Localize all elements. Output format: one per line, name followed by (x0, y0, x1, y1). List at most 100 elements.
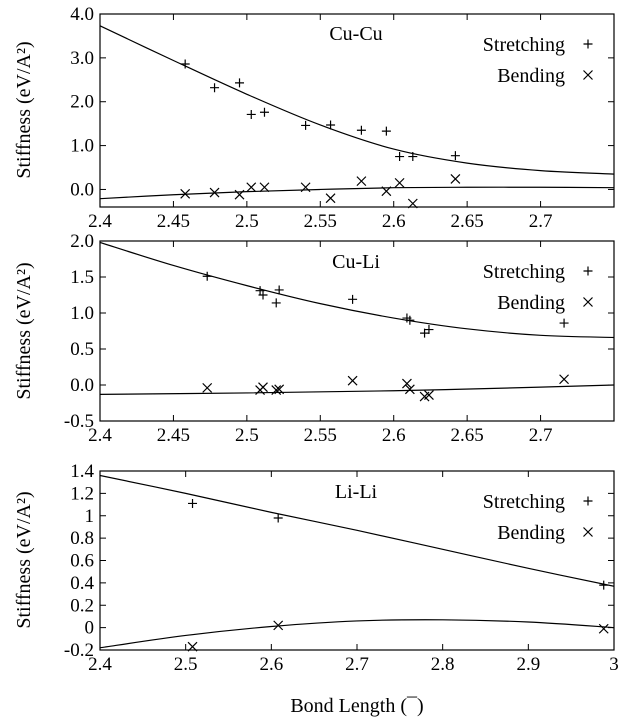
x-tick-label: 2.6 (382, 211, 406, 232)
data-point (450, 174, 461, 184)
y-tick-label: 0.5 (70, 339, 94, 360)
fit-curve (100, 241, 614, 339)
legend-marker (583, 266, 593, 276)
y-tick-label: -0.5 (64, 411, 94, 432)
x-tick-label: 2.65 (451, 425, 484, 446)
legend-label: Bending (497, 522, 565, 544)
x-tick-label: 2.65 (451, 211, 484, 232)
x-tick-label: 2.4 (88, 211, 112, 232)
data-point (348, 294, 358, 304)
fit-curve (100, 186, 614, 200)
y-tick-label: 1.0 (70, 136, 94, 157)
series-plus (100, 474, 614, 590)
data-point (202, 271, 212, 281)
series-x (100, 374, 614, 402)
data-point (187, 641, 198, 652)
x-tick-label: 2.5 (235, 211, 259, 232)
data-point (402, 378, 412, 389)
data-point (180, 59, 190, 69)
x-tick-label: 2.45 (157, 425, 190, 446)
data-point (394, 177, 405, 188)
x-tick-label: 2.5 (235, 425, 259, 446)
y-tick-label: -0.2 (64, 640, 94, 661)
x-tick-label: 3 (609, 654, 619, 675)
data-point (559, 374, 569, 385)
data-point (326, 120, 336, 130)
series-x (100, 174, 614, 209)
legend-label: Stretching (483, 261, 565, 283)
data-point (274, 285, 284, 295)
li-li-panel: 2.4 2.5 2.6 2.7 2.8 2.9 3 -0.200.20.40.60.811.2… (13, 461, 619, 717)
legend-label: Bending (497, 292, 565, 314)
plot-frame (99, 13, 615, 208)
y-tick-label: 3.0 (70, 48, 94, 69)
y-tick-label: 0.0 (70, 375, 94, 396)
data-point (404, 384, 415, 395)
data-point (235, 78, 245, 88)
legend-marker (583, 39, 593, 49)
data-point (424, 325, 434, 335)
y-axis-label: Stiffness (eV/A²) (13, 41, 35, 178)
y-tick-label: 0.2 (70, 595, 94, 616)
x-tick-label: 2.6 (259, 654, 283, 675)
data-point (407, 198, 418, 209)
y-tick-label: 4.0 (70, 4, 94, 25)
data-point (202, 382, 213, 393)
y-tick-label: 0.6 (70, 551, 94, 572)
data-point (234, 189, 245, 200)
legend-marker (583, 496, 593, 506)
panel-title: Cu-Li (332, 251, 380, 273)
data-point (381, 126, 391, 136)
cu-cu-panel: 2.4 2.45 2.5 2.55 2.6 2.65 2.7 0.0 1.0 2.0 3.0 4.0 S… (13, 4, 615, 232)
legend-marker (583, 297, 593, 307)
x-axis-label: Bond Length (¯) (290, 695, 423, 717)
data-point (188, 498, 198, 508)
x-tick-label: 2.45 (157, 211, 190, 232)
data-point (559, 318, 569, 328)
data-point (599, 580, 609, 590)
x-tick-label: 2.7 (529, 211, 553, 232)
y-tick-label: 1.4 (70, 461, 94, 482)
plot-frame (99, 240, 615, 422)
x-tick-label: 2.55 (304, 211, 337, 232)
data-point (395, 152, 405, 162)
data-point (273, 513, 283, 523)
legend-label: Stretching (483, 34, 565, 56)
data-point (259, 182, 270, 193)
legend-label: Bending (497, 65, 565, 87)
panel-title: Li-Li (335, 481, 378, 503)
y-tick-label: 1.5 (70, 267, 94, 288)
series-x (100, 619, 614, 652)
legend-marker (583, 70, 593, 80)
x-tick-label: 2.7 (345, 654, 369, 675)
data-point (300, 182, 311, 193)
y-tick-label: 2.0 (70, 92, 94, 113)
y-tick-label: 1.0 (70, 303, 94, 324)
fit-curve (100, 474, 614, 587)
data-point (598, 623, 609, 634)
x-tick-label: 2.7 (529, 425, 553, 446)
x-tick-label: 2.5 (174, 654, 198, 675)
series-plus (100, 25, 614, 175)
y-tick-label: 0.0 (70, 179, 94, 200)
data-point (356, 125, 366, 135)
y-tick-label: 1.2 (70, 483, 94, 504)
fit-curve (100, 384, 614, 395)
data-point (258, 382, 268, 393)
data-point (301, 120, 311, 130)
data-point (210, 83, 220, 93)
data-point (271, 298, 281, 308)
data-point (246, 182, 257, 193)
y-tick-label: 2.0 (70, 231, 94, 252)
cu-li-panel: 2.4 2.45 2.5 2.55 2.6 2.65 2.7 -0.5 0.0 0.5 1.0 1.5… (13, 231, 615, 446)
data-point (271, 385, 282, 395)
y-tick-label: 1 (85, 506, 95, 527)
data-point (180, 188, 191, 199)
y-axis-label: Stiffness (eV/A²) (13, 262, 35, 399)
data-point (381, 186, 392, 197)
fit-curve (100, 25, 614, 175)
data-point (325, 193, 336, 204)
x-tick-label: 2.55 (304, 425, 337, 446)
x-tick-label: 2.6 (382, 425, 406, 446)
